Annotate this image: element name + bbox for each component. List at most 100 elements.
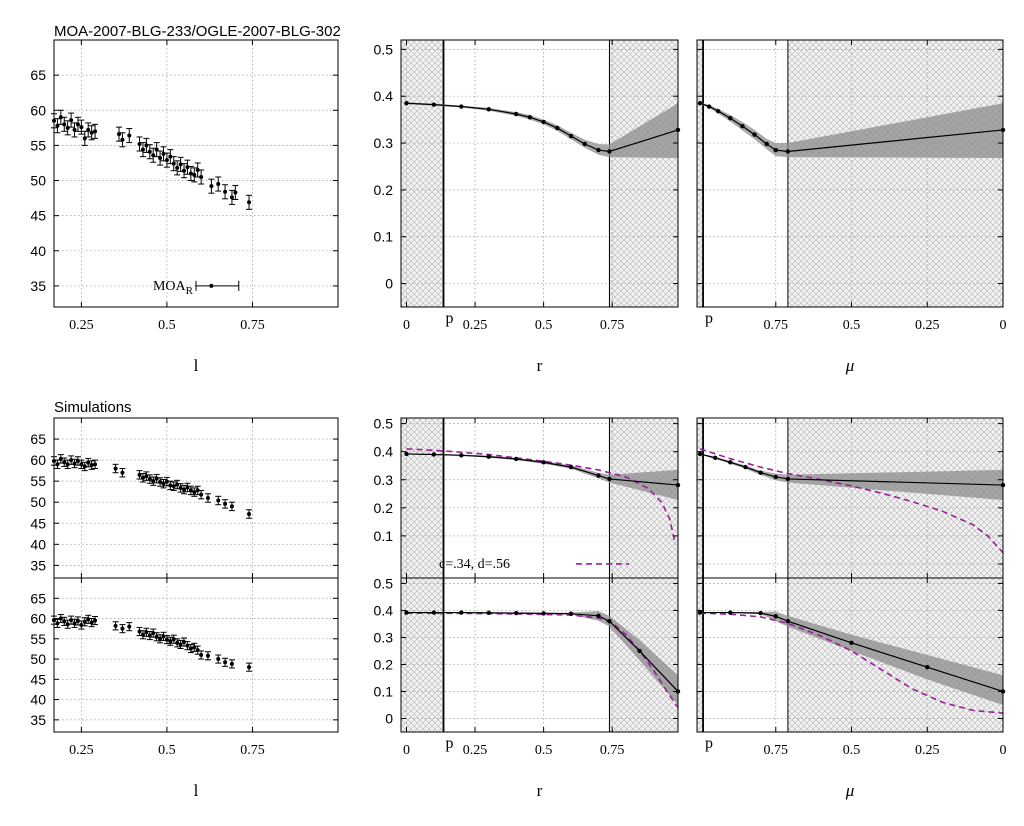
data-point	[158, 480, 163, 484]
x-tick-label: 0.25	[915, 318, 940, 333]
y-tick-label: 40	[30, 692, 46, 708]
excluded-region-right	[609, 418, 678, 578]
data-point	[178, 485, 183, 490]
top-title: MOA-2007-BLG-233/OGLE-2007-BLG-302	[54, 23, 341, 40]
y-tick-label: 0.3	[374, 629, 394, 645]
fit-point	[568, 611, 574, 616]
fit-point	[486, 610, 491, 616]
data-point	[86, 617, 91, 622]
fit-point	[728, 610, 733, 615]
data-point	[151, 479, 156, 484]
x-tick-label: 0.5	[843, 318, 861, 333]
fit-point	[513, 456, 519, 462]
panel-right-mid	[696, 417, 1006, 579]
fit-point	[513, 111, 519, 117]
data-point	[229, 195, 234, 200]
data-point	[164, 479, 169, 484]
data-point	[127, 624, 132, 629]
fit-point	[513, 610, 519, 616]
model-curve	[699, 448, 1004, 554]
data-point	[137, 629, 142, 634]
fit-point	[459, 453, 464, 458]
bottom-title: Simulations	[54, 399, 132, 416]
data-point	[164, 158, 169, 163]
data-point	[168, 483, 173, 488]
fit-point	[758, 470, 763, 475]
y-tick-label: 35	[30, 278, 46, 294]
uncertainty-band	[406, 102, 678, 159]
x-tick-label: 0.75	[240, 318, 265, 333]
y-tick-label: 65	[30, 431, 46, 447]
data-point	[72, 621, 77, 626]
fit-line	[699, 102, 1004, 153]
data-point	[205, 653, 210, 658]
y-tick-label: 60	[30, 102, 46, 118]
data-point	[161, 481, 166, 486]
fit-point	[555, 125, 560, 131]
data-point	[223, 189, 228, 194]
fit-point	[706, 104, 712, 109]
data-point	[188, 646, 193, 651]
data-point	[79, 623, 84, 628]
fit-point	[568, 464, 574, 470]
fit-point	[541, 119, 546, 125]
fit-point	[568, 133, 574, 139]
data-point	[140, 632, 145, 637]
data-point	[65, 622, 70, 627]
panel-right-top: 0.75 0.5 0.25 0 p μ	[696, 39, 1007, 375]
plot-frame	[696, 577, 1004, 733]
fit-point	[712, 455, 718, 461]
uncertainty-band	[700, 453, 1003, 500]
x-axis-label: l	[194, 781, 199, 800]
data-point	[158, 636, 163, 641]
data-point	[178, 162, 183, 167]
moa-label-subscript: R	[186, 285, 194, 297]
data-point	[195, 648, 200, 653]
p-marker-label: p	[446, 735, 454, 752]
excluded-region-left	[401, 40, 444, 307]
data-point	[171, 637, 176, 642]
x-tick-label: 0	[403, 318, 410, 333]
fit-point	[743, 464, 748, 470]
fit-point	[404, 451, 409, 457]
panel-left-bottom: 35 40 45 50 55 60 65 0.25 0.5 0.75 l	[30, 577, 339, 800]
fit-point	[459, 104, 464, 109]
fit-point	[431, 610, 437, 615]
data-point	[79, 462, 84, 467]
x-tick-label: 0	[1000, 318, 1007, 333]
fit-point	[740, 123, 745, 129]
x-axis-label: r	[537, 356, 543, 375]
data-point	[247, 665, 252, 670]
data-point	[79, 125, 84, 130]
fit-point	[596, 473, 601, 478]
data-point	[195, 488, 200, 493]
p-marker-label: p	[705, 310, 713, 327]
fit-point	[925, 664, 930, 670]
y-tick-label: 60	[30, 452, 46, 468]
data-point	[205, 496, 210, 500]
y-tick-label: 0.1	[374, 683, 394, 699]
data-point	[216, 182, 221, 187]
x-tick-label: 0.25	[69, 318, 94, 333]
data-point	[147, 633, 152, 638]
x-tick-label: 0.75	[764, 743, 789, 758]
data-point	[113, 623, 118, 628]
panel-middle-mid: 0.1 0.2 0.3 0.4 0.5 c=.34, d=.56	[374, 416, 681, 579]
x-tick-label: 0.25	[463, 743, 488, 758]
data-point	[175, 640, 180, 645]
data-point	[154, 634, 159, 639]
panel-right-bottom: 0.75 0.5 0.25 0 p μ	[696, 577, 1007, 800]
x-tick-label: 0.5	[535, 743, 553, 758]
data-point	[182, 640, 187, 645]
fit-point	[849, 640, 854, 646]
y-tick-label: 50	[30, 494, 46, 510]
data-point	[75, 618, 80, 623]
y-tick-label: 45	[30, 671, 46, 687]
x-tick-label: 0.5	[535, 318, 553, 333]
moa-label: MOAR	[153, 279, 194, 297]
data-point	[72, 461, 77, 466]
data-point	[229, 661, 234, 666]
panel-middle-top: 0 0.1 0.2 0.3 0.4 0.5 0 0.25 0.5 0.75 p r	[374, 39, 681, 375]
moa-label-main: MOA	[153, 279, 187, 294]
